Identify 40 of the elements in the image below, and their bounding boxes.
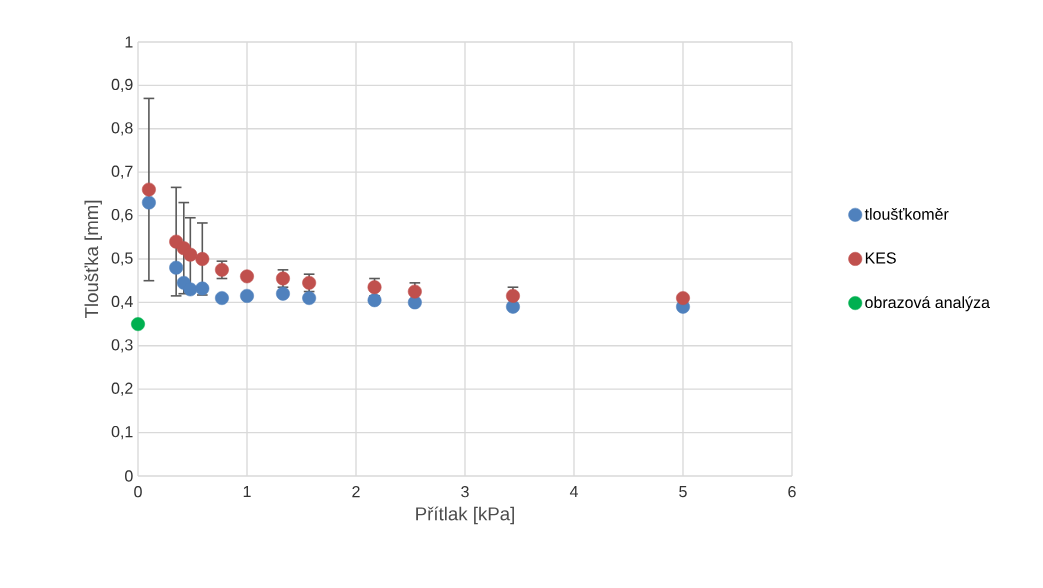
x-tick-label: 0 (134, 486, 142, 498)
y-tick-label: 0,5 (111, 252, 133, 266)
legend-label: obrazová analýza (865, 296, 990, 312)
point (676, 291, 690, 305)
x-tick-label: 6 (788, 486, 796, 498)
point (367, 293, 382, 308)
x-tick-label: 2 (352, 486, 360, 498)
y-axis-title: Tloušťka [mm] (84, 200, 102, 319)
y-tick-label: 0,1 (111, 425, 133, 440)
x-axis-title: Přítlak [kPa] (416, 506, 514, 525)
point (240, 288, 254, 303)
y-tick-label: 0,6 (111, 208, 133, 223)
x-tick-label: 1 (243, 486, 251, 498)
x-tick-label: 4 (569, 486, 578, 498)
y-tick-label: 0,8 (111, 122, 133, 136)
legend-label: KES (865, 252, 896, 264)
y-tick-label: 0,2 (111, 382, 133, 396)
point (407, 284, 422, 299)
point (195, 252, 210, 266)
y-tick-label: 0,3 (111, 339, 133, 353)
point (195, 281, 210, 296)
point (131, 317, 145, 332)
y-tick-label: 1 (125, 36, 133, 48)
x-tick-label: 3 (461, 486, 469, 498)
y-tick-label: 0,7 (111, 165, 133, 179)
y-tick-label: 0 (125, 470, 133, 482)
point (276, 286, 290, 301)
legend-label: tloušťkoměr (864, 208, 949, 220)
point (215, 291, 229, 305)
y-tick-label: 0,4 (111, 295, 133, 309)
point (240, 269, 254, 284)
point (183, 282, 198, 297)
y-tick-label: 0,9 (111, 78, 133, 92)
point (506, 288, 520, 303)
point (302, 291, 317, 305)
point (169, 260, 184, 275)
point (141, 182, 156, 197)
x-tick-label: 5 (679, 486, 687, 498)
point (183, 247, 198, 262)
point (141, 195, 156, 210)
